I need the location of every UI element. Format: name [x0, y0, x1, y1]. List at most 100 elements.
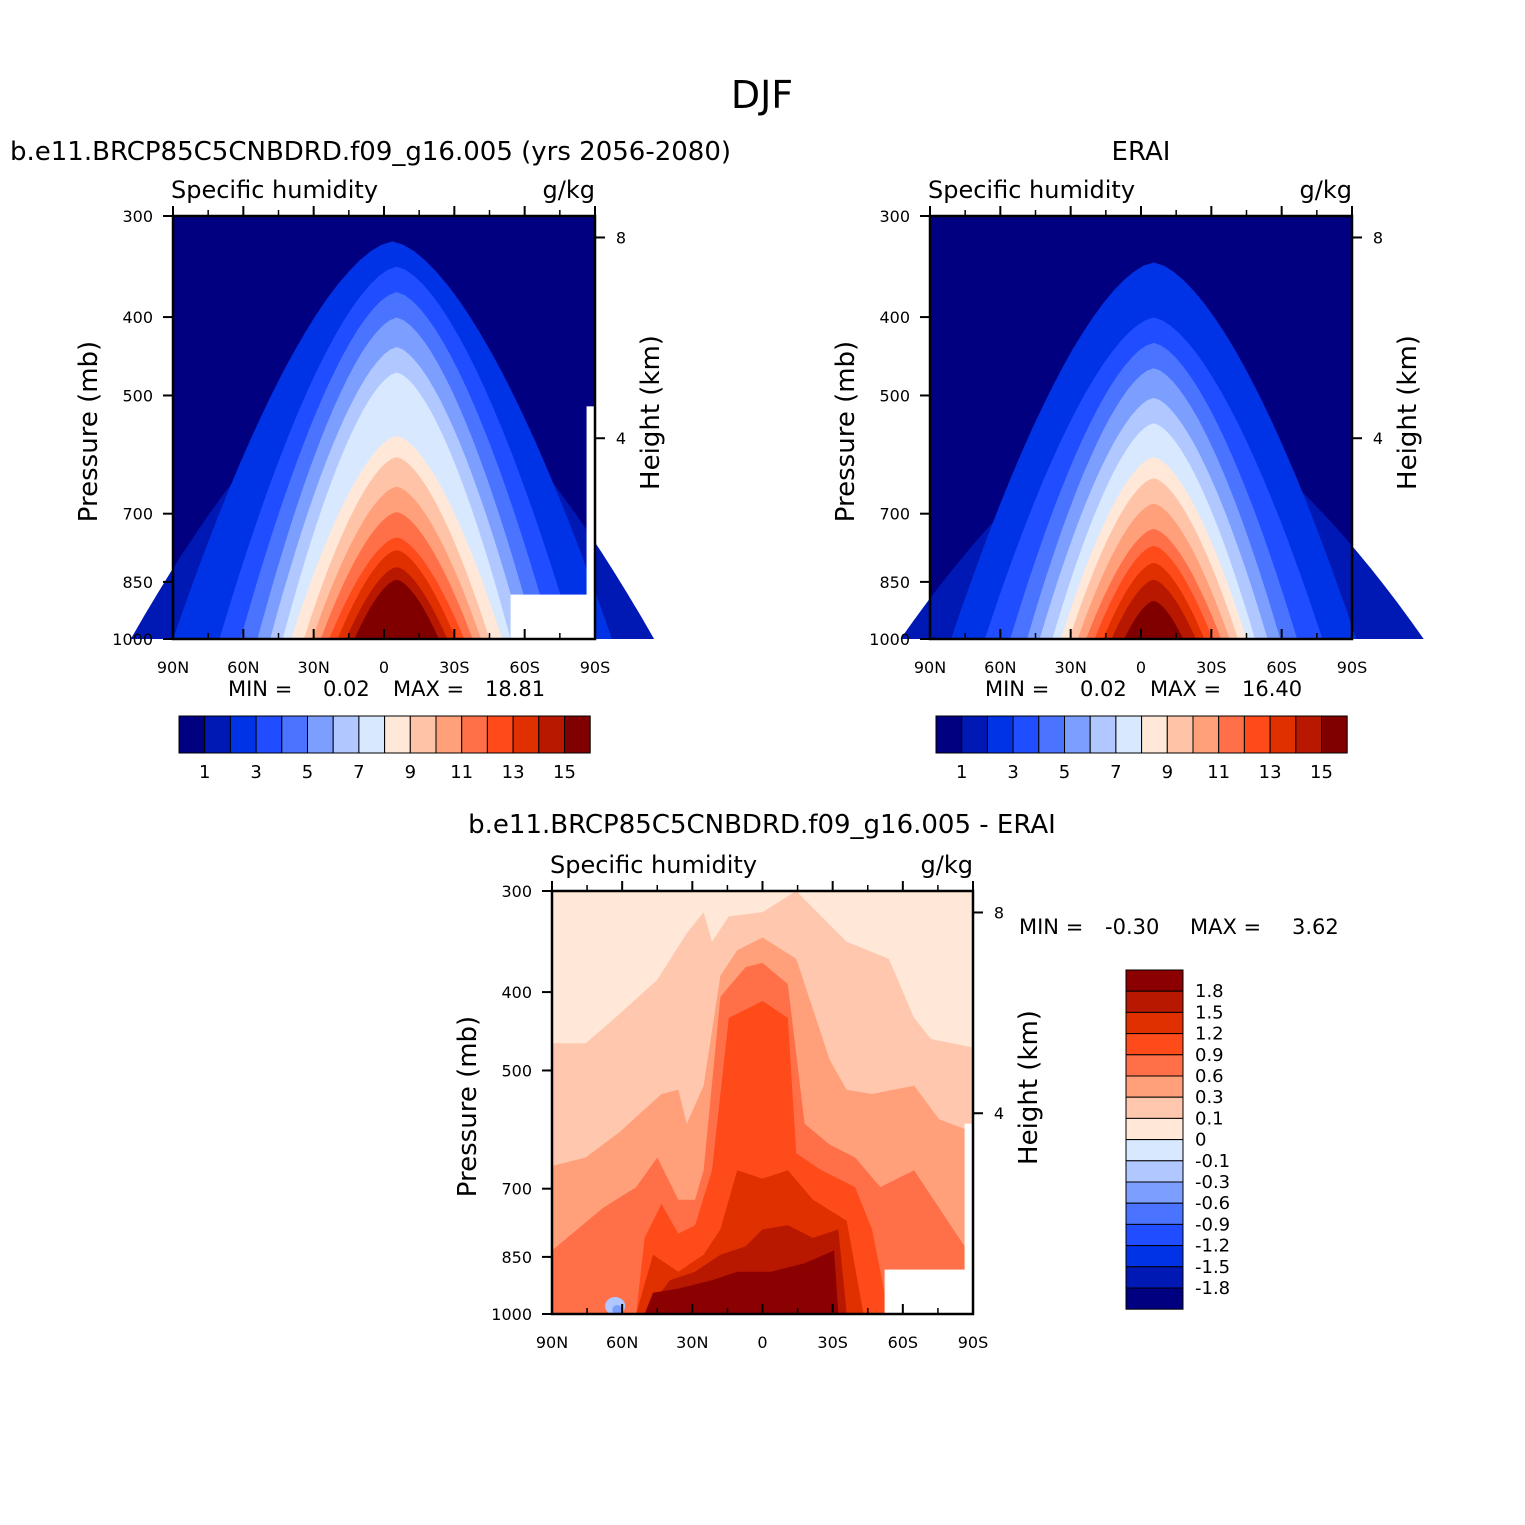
- diff-negative-core: [612, 1305, 623, 1315]
- max-value: 16.40: [1242, 677, 1302, 701]
- colorbar-label: 11: [450, 762, 473, 783]
- colorbar-box: [961, 715, 988, 754]
- y2-tick-label: 8: [616, 228, 626, 247]
- colorbar-label: 5: [1059, 762, 1070, 783]
- y-tick-label: 700: [879, 505, 910, 524]
- figure-title: DJF: [731, 73, 793, 117]
- contour-level-15: [354, 579, 439, 639]
- colorbar-box: [1115, 715, 1143, 754]
- x-tick-label: 30S: [439, 658, 470, 677]
- diff-band-6: [644, 1250, 839, 1314]
- y2-tick-label: 8: [994, 903, 1004, 922]
- missing-data-edge: [586, 406, 595, 639]
- colorbar-box: [1218, 715, 1245, 754]
- panel-title-obs: ERAI: [1112, 137, 1171, 167]
- x-tick-label: 0: [379, 658, 389, 677]
- variable-label: Specific humidity: [171, 176, 378, 204]
- colorbar-label: 1: [956, 762, 967, 783]
- colorbar-box: [461, 715, 488, 754]
- colorbar-box: [1125, 1160, 1184, 1183]
- x-tick-label: 90N: [157, 658, 189, 677]
- max-label: MAX =: [1150, 677, 1221, 701]
- colorbar-label: -1.8: [1195, 1278, 1230, 1299]
- x-tick-label: 60S: [1266, 658, 1297, 677]
- colorbar-box: [1125, 1075, 1184, 1098]
- x-tick-label: 60N: [227, 658, 259, 677]
- colorbar-box: [1125, 1181, 1184, 1204]
- y-axis-label: Pressure (mb): [453, 1016, 483, 1197]
- colorbar-label: 0: [1195, 1130, 1206, 1151]
- panel-model: 90N 60N 30N 0 30S 60S 90S 300 400 500 700 850 1000 4 8…: [74, 176, 666, 783]
- colorbar-label: 0.1: [1195, 1108, 1224, 1129]
- y-tick-label: 500: [501, 1061, 532, 1080]
- max-label: MAX =: [1190, 915, 1261, 939]
- y2-tick-label: 4: [994, 1104, 1004, 1123]
- colorbar-label: -1.5: [1195, 1257, 1230, 1278]
- missing-data-region: [884, 1269, 973, 1314]
- panel-title-diff: b.e11.BRCP85C5CNBDRD.f09_g16.005 - ERAI: [468, 810, 1056, 840]
- y-tick-label: 400: [501, 983, 532, 1002]
- x-tick-label: 0: [1136, 658, 1146, 677]
- missing-data-edge: [964, 1123, 973, 1314]
- variable-label: Specific humidity: [550, 851, 757, 879]
- x-tick-label: 60S: [509, 658, 540, 677]
- colorbar-box: [1089, 715, 1117, 754]
- y-tick-label: 1000: [112, 630, 153, 649]
- colorbar-box: [1125, 1202, 1184, 1225]
- colorbar-label: -1.2: [1195, 1236, 1230, 1257]
- colorbar-box: [1125, 1223, 1184, 1247]
- colorbar-box: [538, 715, 565, 754]
- colorbar-box: [255, 715, 283, 754]
- x-tick-label: 30S: [1196, 658, 1227, 677]
- y2-axis-label: Height (km): [636, 335, 666, 490]
- min-value: -0.30: [1105, 915, 1159, 939]
- colorbar-label: 0.3: [1195, 1087, 1224, 1108]
- y-axis-label: Pressure (mb): [831, 341, 861, 522]
- y-tick-label: 850: [501, 1248, 532, 1267]
- panel-title-model: b.e11.BRCP85C5CNBDRD.f09_g16.005 (yrs 20…: [10, 137, 731, 167]
- x-tick-label: 30N: [676, 1333, 708, 1352]
- colorbar-label: -0.3: [1195, 1172, 1230, 1193]
- colorbar-box: [986, 715, 1014, 754]
- y2-axis-label: Height (km): [1014, 1010, 1044, 1165]
- missing-data-region: [510, 594, 595, 639]
- colorbar-box: [435, 715, 463, 754]
- colorbar-box: [935, 715, 963, 754]
- colorbar-label: 0.9: [1195, 1045, 1224, 1066]
- colorbar-label: 5: [302, 762, 313, 783]
- y-tick-label: 500: [122, 386, 153, 405]
- colorbar-box: [1125, 990, 1184, 1013]
- colorbar-box: [1192, 715, 1220, 754]
- y-tick-label: 400: [879, 308, 910, 327]
- colorbar-label: 7: [1110, 762, 1121, 783]
- colorbar-box: [1125, 1245, 1184, 1268]
- colorbar-box: [1166, 715, 1194, 754]
- colorbar-label: 3: [1007, 762, 1018, 783]
- y-tick-label: 700: [501, 1180, 532, 1199]
- colorbar-box: [1125, 1054, 1184, 1077]
- colorbar-box: [1125, 1011, 1184, 1035]
- colorbar-box: [1125, 969, 1184, 992]
- colorbar-box: [1141, 715, 1168, 754]
- x-tick-label: 0: [757, 1333, 767, 1352]
- panel-diff: 90N 60N 30N 0 30S 60S 90S 300 400 500 700 850 1000 4 8…: [453, 851, 1339, 1352]
- max-label: MAX =: [393, 677, 464, 701]
- colorbar-box: [281, 715, 308, 754]
- colorbar-box: [1125, 1033, 1184, 1056]
- units-label: g/kg: [543, 176, 595, 204]
- colorbar-box: [1269, 715, 1297, 754]
- colorbar-label: 13: [1259, 762, 1282, 783]
- colorbar-box: [486, 715, 514, 754]
- y-tick-label: 1000: [491, 1305, 532, 1324]
- colorbar-label: 7: [353, 762, 364, 783]
- colorbar-box: [1038, 715, 1066, 754]
- y-tick-label: 850: [122, 573, 153, 592]
- colorbar-label: 1.2: [1195, 1024, 1224, 1045]
- colorbar-box: [409, 715, 437, 754]
- colorbar-box: [1295, 715, 1323, 754]
- colorbar-label: 9: [405, 762, 416, 783]
- colorbar-box: [384, 715, 411, 754]
- y-tick-label: 300: [879, 207, 910, 226]
- max-value: 3.62: [1292, 915, 1339, 939]
- y2-tick-label: 8: [1373, 228, 1383, 247]
